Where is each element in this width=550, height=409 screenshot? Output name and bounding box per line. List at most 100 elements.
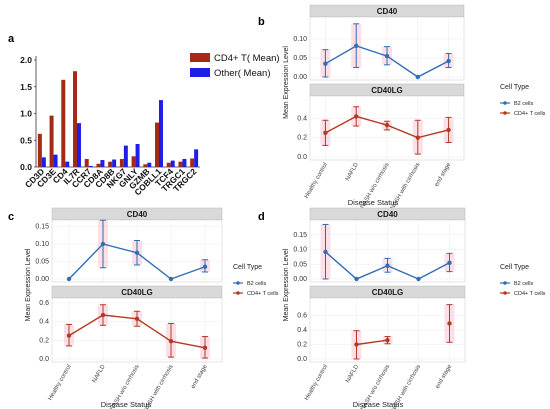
- data-point: [354, 342, 359, 347]
- y-tick-label: 0.00: [35, 276, 49, 283]
- bar-trgc1-other: [182, 158, 187, 167]
- data-point: [100, 241, 106, 247]
- panel-b: b CD40 0.00 0.05 0.10 CD40LG 0.0 0.2 0.4 Healthy …: [258, 4, 546, 211]
- data-point: [447, 260, 452, 265]
- y-tick-label: 0.0: [39, 356, 49, 363]
- y-tick-label: 0.00: [293, 276, 307, 283]
- y-axis-title: Mean Expression Level: [283, 248, 290, 321]
- data-point: [385, 263, 390, 268]
- y-tick-label: 0.05: [293, 55, 307, 62]
- data-point: [66, 333, 72, 338]
- y-tick-label: 0.05: [293, 261, 307, 268]
- data-point: [446, 127, 451, 133]
- x-tick-label: end stage: [434, 161, 453, 187]
- y-axis-title: Mean Expression Level: [25, 248, 32, 321]
- bar-cd4-cd4t: [61, 79, 66, 167]
- legend-label: CD4+ T cells: [514, 111, 546, 117]
- bar-trgc2-cd4t: [190, 158, 195, 167]
- y-tick-label: 0.4: [297, 115, 307, 122]
- y-tick-label: 0.0: [297, 154, 307, 161]
- y-tick-label: 0.2: [297, 342, 307, 349]
- bar-ccr7-other: [88, 165, 93, 167]
- y-tick-label: 0.5: [20, 135, 32, 145]
- bar-cobll1-other: [159, 100, 163, 167]
- y-tick-label: 0.0: [20, 162, 32, 172]
- x-tick-label: end stage: [190, 363, 209, 389]
- facet-title: CD40: [377, 210, 398, 219]
- data-point: [415, 135, 420, 140]
- y-tick-label: 0.10: [293, 36, 307, 43]
- y-tick-label: 0.0: [297, 356, 307, 363]
- legend-label: B2 cells: [247, 281, 267, 287]
- panel-c: c CD40 0.00 0.05 0.10 0.15 CD40LG 0.0 0.2 0.4 0.6 H…: [8, 207, 279, 409]
- bar-cd3e-cd4t: [49, 115, 54, 167]
- legend-label: CD4+ T cells: [247, 291, 279, 297]
- legend-key-point: [503, 111, 507, 115]
- y-axis-title: Mean Expression Level: [283, 46, 290, 119]
- bar-nkg7-other: [123, 145, 128, 167]
- x-axis-title: Disease Status: [353, 400, 404, 409]
- legend-label: B2 cells: [514, 101, 534, 107]
- legend-label: Other( Mean): [214, 68, 271, 79]
- bar-cd3d-cd4t: [37, 133, 42, 167]
- y-tick-label: 0.00: [293, 74, 307, 81]
- data-point: [134, 316, 140, 321]
- bar-cd3e-other: [53, 154, 58, 167]
- legend-label: B2 cells: [514, 281, 534, 287]
- y-tick-label: 0.05: [35, 259, 49, 266]
- facet-title: CD40: [377, 7, 398, 16]
- data-point: [416, 276, 421, 282]
- x-tick-label: Healthy control: [48, 364, 73, 402]
- bar-cobll1-cd4t: [155, 122, 159, 167]
- data-point: [415, 74, 420, 80]
- y-tick-label: 0.15: [293, 232, 307, 239]
- y-tick-label: 2.0: [20, 55, 32, 65]
- data-point: [385, 337, 390, 343]
- legend-title: Cell Type: [500, 264, 529, 271]
- panel-label-c: c: [8, 211, 14, 223]
- data-point: [354, 43, 359, 49]
- bar-nkg7-cd4t: [119, 158, 124, 167]
- panel-d: d CD40 0.00 0.05 0.10 0.15 CD40LG 0.0 0.2 0.4 0.6 H…: [258, 207, 546, 409]
- panel-label-b: b: [258, 16, 265, 28]
- data-point: [323, 130, 328, 136]
- x-tick-label: end stage: [435, 363, 454, 389]
- bar-cd4-other: [65, 161, 70, 167]
- bar-cd3d-other: [41, 157, 46, 167]
- x-axis-title: Disease Status: [101, 400, 152, 409]
- legend-title: Cell Type: [233, 264, 262, 271]
- y-tick-label: 0.4: [39, 319, 49, 326]
- data-point: [323, 61, 328, 66]
- legend-key-point: [503, 291, 507, 295]
- data-point: [354, 276, 359, 282]
- bar-gnly-cd4t: [131, 156, 136, 167]
- data-point: [446, 58, 451, 64]
- legend-swatch: [190, 68, 210, 77]
- bar-cd8a-other: [100, 160, 105, 167]
- legend-label: CD4+ T( Mean): [214, 53, 280, 64]
- legend-key-point: [236, 291, 240, 295]
- bar-trgc1-cd4t: [178, 161, 183, 167]
- x-axis-title: Disease Status: [348, 198, 399, 207]
- bar-cd8b-cd4t: [108, 161, 113, 167]
- bar-ccr7-cd4t: [84, 158, 89, 167]
- y-tick-label: 1.0: [20, 109, 32, 119]
- data-point: [384, 53, 390, 59]
- y-tick-label: 0.6: [39, 300, 49, 307]
- data-point: [202, 264, 208, 269]
- facet-title: CD40LG: [121, 288, 153, 297]
- data-point: [66, 276, 72, 282]
- data-point: [323, 249, 328, 255]
- bar-il7r-cd4t: [73, 71, 77, 167]
- legend-title: Cell Type: [500, 84, 529, 91]
- data-point: [100, 312, 106, 318]
- data-point: [168, 276, 174, 282]
- legend-key-point: [236, 281, 240, 285]
- legend-label: CD4+ T cells: [514, 291, 546, 297]
- panel-label-a: a: [8, 33, 15, 45]
- bar-gzmb-cd4t: [143, 164, 148, 167]
- x-tick-label: Healthy control: [304, 162, 329, 200]
- bar-tcf4-cd4t: [166, 162, 171, 167]
- data-point: [447, 321, 452, 326]
- data-point: [384, 122, 390, 128]
